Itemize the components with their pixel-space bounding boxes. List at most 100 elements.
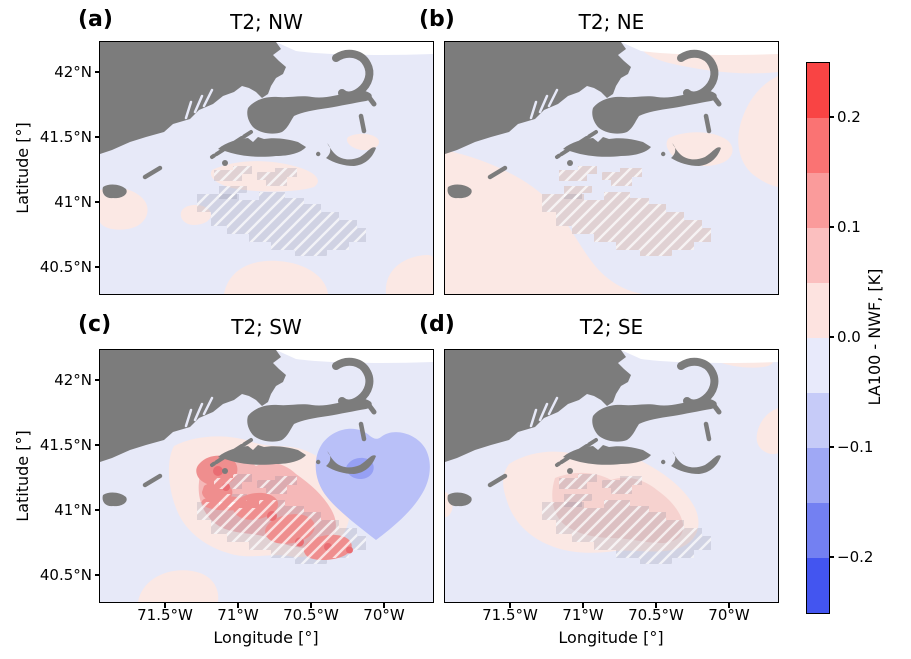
x-tick-mark <box>655 603 657 608</box>
coastal-inlet <box>202 396 214 416</box>
warm-region-east <box>738 76 778 187</box>
land-polygon <box>210 438 253 467</box>
y-tick-mark <box>95 201 100 203</box>
land-polygon <box>445 42 631 154</box>
land-polygon <box>326 451 376 474</box>
lease-hatch <box>197 192 366 256</box>
land-polygon <box>567 468 573 474</box>
warm-patch-bottom <box>138 570 219 602</box>
no-data-wedge <box>621 42 778 55</box>
land-polygon <box>102 184 127 199</box>
x-tick-mark <box>237 603 239 608</box>
lease-hatch <box>542 500 711 564</box>
land-polygon <box>567 160 573 166</box>
lease-hatch <box>602 168 642 186</box>
x-tick-mark <box>164 603 166 608</box>
land-polygon <box>210 130 253 159</box>
x-tick-label: 70°W <box>363 606 405 624</box>
warm-patch-bottom <box>224 260 328 294</box>
land-polygon <box>661 459 666 465</box>
coastal-inlet <box>538 94 549 114</box>
colorbar-segment <box>807 283 829 338</box>
lease-hatch <box>257 168 297 186</box>
panel-title-b: T2; NE <box>578 10 645 34</box>
colorbar-tick-label: 0.1 <box>837 218 861 236</box>
y-tick-label: 41.5°N <box>39 436 92 454</box>
land-polygon <box>563 445 651 465</box>
land-polygon <box>671 451 721 474</box>
land-polygon <box>316 459 321 465</box>
land-polygon <box>218 445 306 465</box>
lease-hatch <box>214 474 252 489</box>
colorbar-segment <box>807 393 829 448</box>
land-polygon <box>677 357 719 408</box>
land-polygon <box>555 130 598 159</box>
y-tick-mark <box>95 71 100 73</box>
colorbar-tick-mark <box>829 226 834 228</box>
panel-letter-a: (a) <box>78 7 113 32</box>
land-polygon <box>710 93 722 107</box>
panel-title-a: T2; NW <box>230 10 303 34</box>
panel-letter-d: (d) <box>419 312 455 337</box>
y-axis-label-row2: Latitude [°] <box>13 430 32 522</box>
colorbar-segment <box>807 63 829 118</box>
coastal-inlet <box>538 402 549 422</box>
coastal-inlet <box>184 408 193 428</box>
land-polygon <box>247 90 372 134</box>
y-tick-mark <box>95 444 100 446</box>
land-polygon <box>703 421 712 442</box>
colorbar-tick-label: 0.0 <box>837 328 861 346</box>
lease-hatch <box>257 476 297 494</box>
lease-hatch <box>214 166 252 181</box>
land-polygon <box>222 160 228 166</box>
y-tick-mark <box>95 136 100 138</box>
colorbar-label: LA100 - NWF, [K] <box>865 268 884 406</box>
land-polygon <box>365 93 377 107</box>
y-tick-mark <box>95 379 100 381</box>
x-tick-label: 71°W <box>217 606 259 624</box>
coastal-inlet <box>547 88 559 108</box>
no-data-wedge <box>276 42 433 55</box>
land-polygon <box>247 398 372 442</box>
warm-patch-bottom-right <box>385 254 433 294</box>
colorbar-segment <box>807 173 829 228</box>
colorbar-segment <box>807 448 829 503</box>
panel-letter-c: (c) <box>78 312 112 337</box>
land-polygon <box>326 143 376 166</box>
lease-hatch <box>559 474 597 489</box>
coastal-inlet <box>547 396 559 416</box>
land-polygon <box>332 49 374 100</box>
colorbar-tick-mark <box>829 556 834 558</box>
x-tick-label: 70.5°W <box>283 606 339 624</box>
land-polygon <box>487 165 508 180</box>
lease-hatch <box>559 166 597 181</box>
land-polygon <box>661 151 666 157</box>
land-polygon <box>677 49 719 100</box>
land-polygon <box>710 401 722 415</box>
x-tick-mark <box>509 603 511 608</box>
x-axis-label-col2: Longitude [°] <box>558 628 664 647</box>
map-panel-c <box>99 349 434 603</box>
colorbar-tick-label: 0.2 <box>837 108 861 126</box>
land-polygon <box>142 165 163 180</box>
x-tick-mark <box>383 603 385 608</box>
colorbar-segment <box>807 338 829 393</box>
x-tick-mark <box>310 603 312 608</box>
y-tick-label: 41°N <box>54 193 92 211</box>
y-tick-mark <box>95 509 100 511</box>
x-tick-label: 71.5°W <box>482 606 538 624</box>
land-polygon <box>365 401 377 415</box>
land-polygon <box>555 438 598 467</box>
warm-core-1 <box>213 466 223 476</box>
y-tick-label: 40.5°N <box>39 258 92 276</box>
land-polygon <box>100 42 286 154</box>
colorbar-tick-mark <box>829 116 834 118</box>
lease-hatch <box>602 476 642 494</box>
y-tick-label: 42°N <box>54 371 92 389</box>
warm-patch-east-of-nantucket <box>346 133 380 151</box>
map-panel-d <box>444 349 779 603</box>
map-panel-b <box>444 41 779 295</box>
y-axis-label-row1: Latitude [°] <box>13 122 32 214</box>
land-polygon <box>218 137 306 157</box>
